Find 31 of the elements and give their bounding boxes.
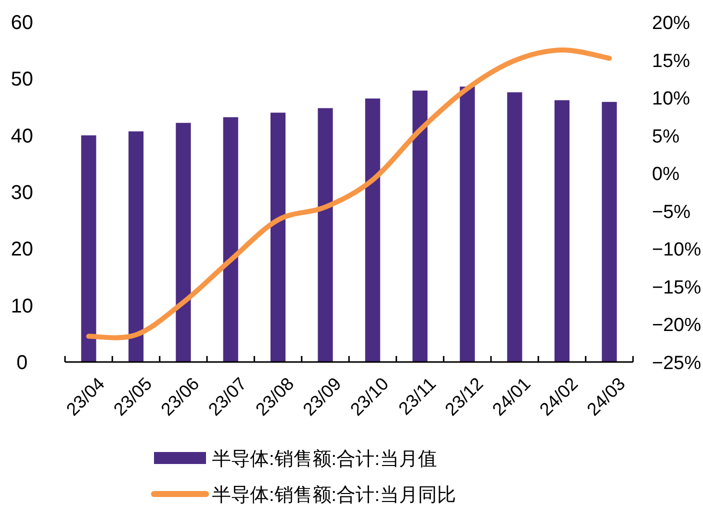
y2-tick-label: 15% bbox=[652, 50, 690, 72]
y-tick-label: 30 bbox=[10, 182, 34, 204]
bar bbox=[81, 135, 96, 362]
y-tick-label: 40 bbox=[10, 125, 34, 148]
bar bbox=[270, 112, 286, 362]
y2-tick-label: −15% bbox=[652, 277, 702, 298]
y2-tick-label: −20% bbox=[652, 315, 702, 336]
y2-tick-label: 0% bbox=[652, 164, 680, 186]
y2-tick-label: −10% bbox=[652, 240, 702, 261]
bar bbox=[128, 131, 144, 362]
y-tick-label: 60 bbox=[10, 12, 34, 34]
legend-label: 半导体:销售额:合计:当月值 bbox=[212, 448, 437, 470]
bar bbox=[460, 86, 475, 362]
bar bbox=[365, 98, 380, 362]
legend-label: 半导体:销售额:合计:当月同比 bbox=[212, 484, 456, 506]
bar bbox=[176, 122, 191, 362]
y2-tick-label: −25% bbox=[652, 353, 702, 374]
y-tick-label: 50 bbox=[10, 68, 34, 91]
y2-tick-label: 20% bbox=[652, 13, 690, 34]
bar bbox=[223, 117, 238, 362]
bar bbox=[412, 90, 428, 362]
y-tick-label: 10 bbox=[10, 295, 34, 318]
bar bbox=[602, 102, 617, 362]
bar bbox=[318, 108, 333, 362]
y2-tick-label: 5% bbox=[652, 126, 680, 148]
bar bbox=[507, 92, 522, 362]
y2-tick-label: −5% bbox=[652, 202, 691, 223]
y2-tick-label: 10% bbox=[652, 88, 690, 110]
y-tick-label: 20 bbox=[10, 238, 34, 261]
bar bbox=[554, 100, 570, 362]
y-tick-label: 0 bbox=[16, 352, 28, 374]
